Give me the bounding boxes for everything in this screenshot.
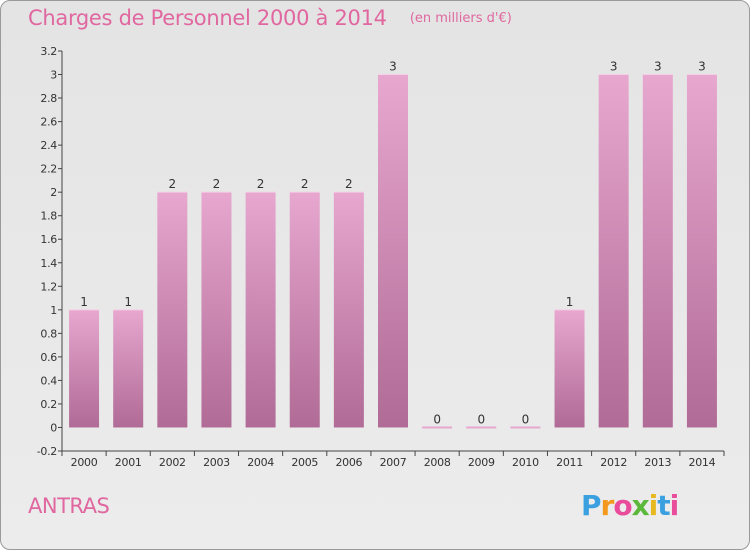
chart-title: Charges de Personnel 2000 à 2014: [28, 6, 387, 30]
bar: [157, 192, 188, 428]
x-tick-label: 2012: [600, 456, 627, 469]
brand-logo: Proxiti: [581, 489, 680, 522]
data-label: 0: [477, 412, 485, 426]
y-tick-label: -0.2: [37, 445, 57, 458]
bar: [642, 74, 673, 428]
y-tick-label: 1: [50, 304, 57, 317]
y-tick-label: 2: [50, 186, 57, 199]
brand-letter: r: [600, 489, 615, 522]
x-tick-label: 2006: [335, 456, 362, 469]
bar: [554, 309, 585, 428]
bar: [466, 426, 497, 429]
bar: [510, 426, 541, 429]
y-tick-label: 0.4: [40, 374, 57, 387]
bar: [422, 426, 453, 429]
bar: [113, 309, 144, 428]
x-tick-label: 2010: [512, 456, 539, 469]
data-label: 1: [566, 295, 574, 309]
title-row: Charges de Personnel 2000 à 2014 (en mil…: [28, 6, 512, 30]
brand-letter: t: [657, 489, 670, 522]
y-tick-label: 1.4: [40, 257, 57, 270]
bar: [598, 74, 629, 428]
brand-letter: i: [669, 489, 680, 522]
x-tick-label: 2005: [291, 456, 318, 469]
y-tick-label: 0.8: [40, 327, 57, 340]
place-name: ANTRAS: [28, 494, 110, 518]
data-label: 1: [80, 295, 88, 309]
data-label: 1: [124, 295, 132, 309]
bar: [201, 192, 232, 428]
y-tick-label: 0: [50, 421, 57, 434]
bar: [686, 74, 717, 428]
x-tick-label: 2000: [71, 456, 98, 469]
x-tick-label: 2001: [115, 456, 142, 469]
bar: [69, 309, 100, 428]
brand-letter: P: [581, 489, 602, 522]
data-label: 0: [433, 412, 441, 426]
y-tick-label: 2.4: [40, 139, 57, 152]
data-label: 3: [654, 60, 662, 74]
data-label: 3: [389, 60, 397, 74]
brand-letter: o: [613, 489, 632, 522]
x-tick-label: 2009: [468, 456, 495, 469]
y-tick-label: 3: [50, 69, 57, 82]
bar: [289, 192, 320, 428]
x-tick-label: 2007: [380, 456, 407, 469]
y-tick-label: 0.2: [40, 398, 57, 411]
x-tick-label: 2003: [203, 456, 230, 469]
y-tick-label: 2.6: [40, 116, 57, 129]
data-label: 2: [345, 177, 353, 191]
x-tick-label: 2002: [159, 456, 186, 469]
brand-letter: x: [631, 489, 650, 522]
x-tick-label: 2008: [424, 456, 451, 469]
data-label: 2: [213, 177, 221, 191]
y-tick-label: 3.2: [40, 45, 57, 58]
chart-subtitle: (en milliers d'€): [409, 11, 512, 26]
y-tick-label: 2.2: [40, 163, 57, 176]
data-label: 3: [610, 60, 618, 74]
x-tick-label: 2011: [556, 456, 583, 469]
y-tick-label: 1.8: [40, 210, 57, 223]
x-tick-label: 2004: [247, 456, 274, 469]
bar: [333, 192, 364, 428]
x-tick-label: 2014: [689, 456, 716, 469]
x-tick-label: 2013: [644, 456, 671, 469]
y-tick-label: 1.2: [40, 280, 57, 293]
data-label: 2: [169, 177, 177, 191]
bar: [245, 192, 276, 428]
y-tick-label: 1.6: [40, 233, 57, 246]
y-tick-label: 2.8: [40, 92, 57, 105]
data-label: 3: [698, 60, 706, 74]
data-label: 2: [257, 177, 265, 191]
data-label: 2: [301, 177, 309, 191]
data-label: 0: [522, 412, 530, 426]
bar: [378, 74, 408, 428]
y-tick-label: 0.6: [40, 351, 57, 364]
brand-letter: i: [648, 489, 659, 522]
